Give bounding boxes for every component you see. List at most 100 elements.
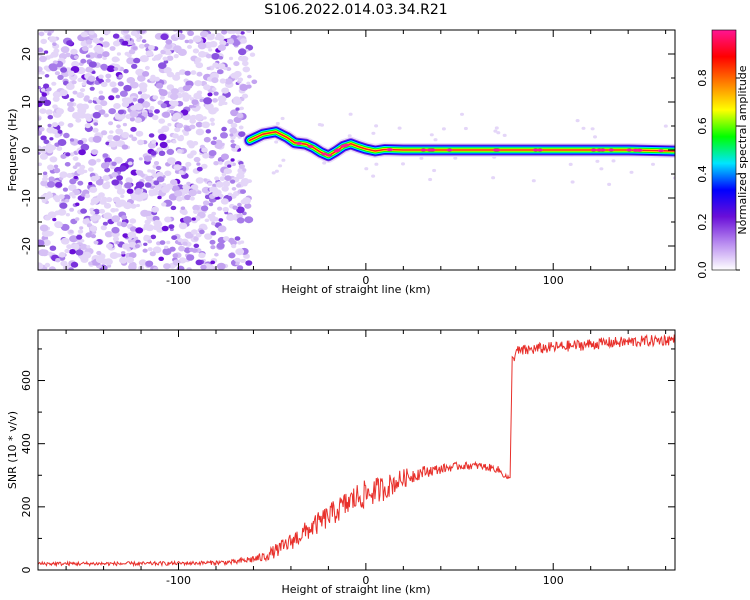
colorbar-tick-label: 0.8 bbox=[696, 69, 709, 87]
noise-blob bbox=[79, 88, 86, 93]
noise-blob bbox=[92, 127, 99, 133]
noise-blob bbox=[197, 190, 202, 194]
noise-blob bbox=[176, 122, 184, 129]
noise-blob bbox=[184, 39, 189, 44]
noise-blob bbox=[153, 161, 160, 166]
noise-blob bbox=[164, 216, 172, 223]
noise-blob bbox=[161, 125, 170, 133]
noise-blob bbox=[183, 131, 190, 136]
noise-blob bbox=[78, 149, 86, 156]
noise-blob bbox=[49, 245, 57, 251]
noise-blob bbox=[182, 184, 190, 190]
noise-blob bbox=[94, 44, 103, 52]
noise-blob bbox=[242, 168, 247, 172]
noise-blob bbox=[88, 30, 95, 35]
noise-blob bbox=[38, 239, 45, 247]
noise-blob bbox=[90, 215, 99, 222]
noise-blob bbox=[118, 165, 127, 172]
noise-blob bbox=[198, 252, 206, 259]
noise-blob bbox=[429, 133, 434, 137]
snr-y-axis: 0 200 400 600 bbox=[20, 348, 675, 574]
noise-blob bbox=[194, 215, 200, 221]
noise-blob bbox=[70, 48, 78, 55]
noise-blob bbox=[185, 161, 192, 167]
noise-blob bbox=[149, 251, 156, 257]
noise-blob bbox=[196, 166, 203, 172]
noise-blob bbox=[320, 123, 324, 127]
noise-blob bbox=[46, 148, 54, 154]
noise-blob bbox=[167, 123, 172, 127]
noise-blob bbox=[49, 137, 54, 141]
noise-blob bbox=[100, 81, 108, 88]
noise-blob bbox=[201, 121, 210, 129]
noise-blob bbox=[133, 236, 139, 241]
noise-blob bbox=[115, 201, 123, 208]
noise-blob bbox=[77, 180, 84, 186]
noise-blob bbox=[88, 61, 97, 68]
noise-blob bbox=[164, 245, 169, 249]
noise-blob bbox=[226, 214, 235, 221]
noise-blob bbox=[199, 98, 204, 103]
noise-blob bbox=[234, 257, 241, 263]
noise-blob bbox=[178, 245, 186, 252]
noise-blob bbox=[178, 170, 184, 175]
noise-blob bbox=[221, 30, 228, 35]
noise-blob bbox=[238, 131, 246, 138]
noise-blob bbox=[148, 133, 155, 138]
noise-blob bbox=[227, 164, 232, 168]
noise-blob bbox=[190, 70, 197, 75]
noise-blob bbox=[93, 122, 99, 126]
noise-blob bbox=[159, 141, 168, 149]
noise-blob bbox=[80, 58, 87, 64]
noise-blob bbox=[77, 229, 84, 234]
signal-hotspot bbox=[532, 148, 539, 152]
noise-blob bbox=[75, 217, 80, 221]
x-tick-label: 100 bbox=[543, 574, 564, 587]
x-tick-label: 0 bbox=[362, 274, 369, 287]
noise-blob bbox=[121, 131, 130, 139]
noise-blob bbox=[42, 239, 51, 246]
noise-blob bbox=[52, 104, 58, 109]
noise-blob bbox=[228, 237, 235, 244]
noise-blob bbox=[125, 34, 131, 40]
noise-blob bbox=[213, 91, 219, 96]
noise-blob bbox=[109, 252, 119, 259]
noise-blob bbox=[215, 181, 224, 188]
noise-blob bbox=[245, 260, 253, 266]
noise-blob bbox=[104, 258, 113, 266]
noise-blob bbox=[228, 56, 234, 61]
noise-blob bbox=[198, 51, 207, 58]
noise-blob bbox=[63, 132, 70, 139]
noise-blob bbox=[209, 239, 216, 245]
noise-blob bbox=[164, 170, 172, 177]
noise-blob bbox=[162, 111, 171, 118]
noise-blob bbox=[167, 183, 173, 188]
noise-blob bbox=[85, 116, 92, 122]
noise-blob bbox=[118, 74, 124, 79]
noise-blob bbox=[156, 176, 165, 183]
noise-blob bbox=[212, 98, 218, 103]
noise-blob bbox=[55, 181, 63, 188]
noise-blob bbox=[152, 95, 159, 100]
noise-blob bbox=[229, 30, 237, 34]
noise-blob bbox=[221, 172, 227, 177]
noise-blob bbox=[130, 126, 137, 132]
noise-blob bbox=[104, 231, 113, 238]
noise-blob bbox=[347, 134, 352, 138]
noise-blob bbox=[136, 38, 142, 42]
noise-blob bbox=[219, 176, 226, 182]
noise-blob bbox=[147, 112, 154, 118]
noise-blob bbox=[54, 71, 61, 76]
noise-blob bbox=[230, 158, 235, 162]
noise-blob bbox=[41, 230, 51, 237]
noise-blob bbox=[172, 74, 181, 81]
noise-blob bbox=[232, 205, 238, 210]
x-tick-label: -100 bbox=[166, 574, 191, 587]
noise-blob bbox=[56, 108, 64, 115]
noise-blob bbox=[236, 183, 242, 188]
noise-blob bbox=[161, 202, 167, 207]
noise-blob bbox=[123, 202, 132, 210]
noise-blob bbox=[109, 81, 117, 88]
noise-blob bbox=[80, 193, 86, 197]
noise-blob bbox=[169, 93, 179, 100]
